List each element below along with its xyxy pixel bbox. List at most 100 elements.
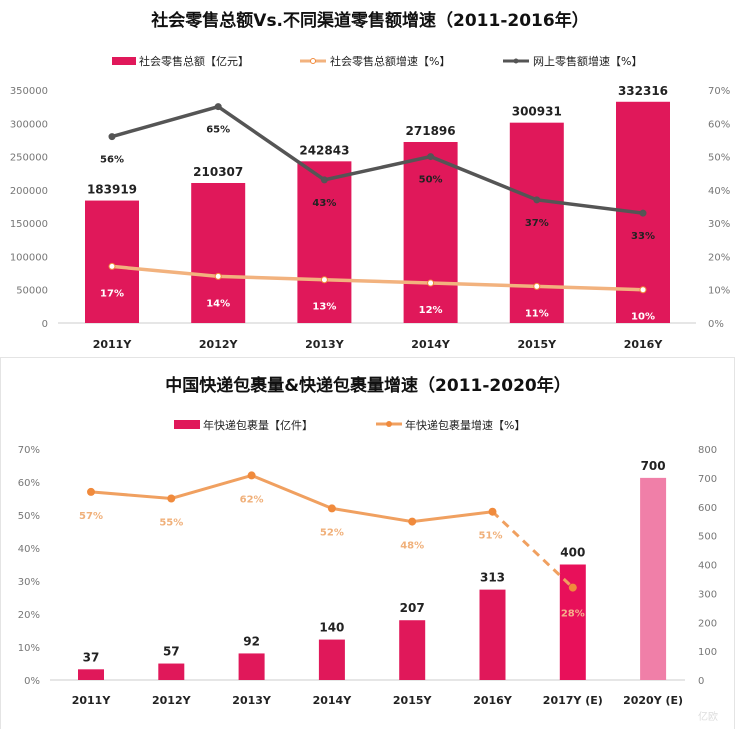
y-right-tick: 400 — [698, 561, 717, 572]
chart2-frame — [0, 357, 735, 729]
bar — [238, 653, 265, 680]
y-right-tick: 0% — [708, 319, 724, 330]
line-point — [320, 176, 328, 184]
bar — [158, 663, 185, 680]
y-left-tick: 250000 — [10, 153, 48, 164]
line-point — [167, 494, 176, 503]
legend-swatch-bar — [174, 420, 200, 429]
y-right-tick: 500 — [698, 532, 717, 543]
y-right-tick: 60% — [708, 119, 730, 130]
line-point — [427, 153, 435, 161]
bar-value-label: 400 — [560, 546, 585, 560]
y-left-tick: 200000 — [10, 186, 48, 197]
bar-value-label: 313 — [480, 571, 505, 585]
chart1-title: 社会零售总额Vs.不同渠道零售额增速（2011-2016年） — [150, 10, 588, 31]
y-right-tick: 700 — [698, 474, 717, 485]
y-left-tick: 0% — [24, 676, 40, 687]
line-point — [87, 487, 95, 496]
y-right-tick: 0 — [698, 676, 704, 687]
y-left-tick: 50% — [18, 511, 40, 522]
legend-marker — [513, 58, 519, 64]
bar-value-label: 700 — [641, 459, 666, 473]
bar-value-label: 271896 — [406, 124, 456, 138]
line-value-label: 55% — [159, 518, 183, 529]
bar — [399, 620, 426, 680]
legend-label: 网上零售额增速【%】 — [533, 54, 642, 68]
legend-marker — [310, 58, 316, 64]
x-tick: 2020Y (E) — [623, 694, 683, 707]
legend-swatch-bar — [112, 57, 136, 65]
line-point — [488, 507, 497, 516]
line-value-label: 62% — [240, 494, 264, 505]
legend-marker — [386, 421, 392, 427]
y-left-tick: 10% — [18, 643, 40, 654]
line-point — [108, 262, 116, 270]
y-left-tick: 350000 — [10, 86, 48, 97]
y-left-tick: 0 — [42, 319, 48, 330]
line-point — [320, 276, 328, 284]
x-tick: 2013Y — [305, 338, 345, 351]
x-tick: 2015Y — [393, 694, 433, 707]
y-right-tick: 100 — [698, 647, 717, 658]
y-left-tick: 100000 — [10, 252, 48, 263]
line-point — [639, 286, 647, 294]
x-tick: 2011Y — [93, 338, 133, 351]
bar-value-label: 210307 — [193, 165, 243, 179]
x-tick: 2014Y — [411, 338, 451, 351]
y-right-tick: 800 — [698, 445, 717, 456]
y-right-tick: 300 — [698, 589, 717, 600]
y-right-tick: 200 — [698, 618, 717, 629]
line-value-label: 57% — [79, 511, 103, 522]
line-value-label: 11% — [525, 308, 549, 319]
x-tick: 2017Y (E) — [543, 694, 603, 707]
bar — [85, 200, 139, 323]
series-line — [111, 264, 644, 292]
line-value-label: 10% — [631, 312, 655, 323]
x-tick: 2013Y — [232, 694, 272, 707]
line-value-label: 48% — [400, 541, 424, 552]
bar — [559, 564, 586, 680]
line-value-label: 12% — [419, 305, 443, 316]
bar-value-label: 140 — [319, 621, 344, 635]
bar-value-label: 37 — [83, 650, 100, 664]
bar — [191, 182, 246, 323]
line-value-label: 43% — [312, 198, 336, 209]
x-tick: 2016Y — [473, 694, 513, 707]
y-left-tick: 40% — [18, 544, 40, 555]
x-tick: 2011Y — [72, 694, 112, 707]
line-value-label: 17% — [100, 288, 124, 299]
y-left-tick: 20% — [18, 610, 40, 621]
line-point — [533, 282, 541, 290]
bar — [479, 589, 506, 680]
line-value-label: 56% — [100, 155, 124, 166]
y-left-tick: 50000 — [16, 286, 48, 297]
legend-label: 年快递包裹量【亿件】 — [203, 418, 313, 432]
bar-value-label: 92 — [243, 634, 260, 648]
line-point — [108, 133, 116, 141]
line-point — [214, 272, 222, 280]
series-line-dashed — [491, 510, 574, 589]
line-value-label: 37% — [525, 218, 549, 229]
line-point — [247, 471, 256, 480]
bar-value-label: 300931 — [512, 105, 562, 119]
bar — [403, 141, 458, 323]
y-right-tick: 10% — [708, 286, 730, 297]
bar-value-label: 183919 — [87, 183, 137, 197]
line-point — [533, 196, 541, 204]
bar-value-label: 207 — [400, 601, 425, 615]
y-right-tick: 30% — [708, 219, 730, 230]
y-right-tick: 70% — [708, 86, 730, 97]
y-right-tick: 50% — [708, 153, 730, 164]
x-tick: 2012Y — [152, 694, 192, 707]
line-point — [408, 517, 417, 526]
line-value-label: 14% — [206, 298, 230, 309]
y-left-tick: 70% — [18, 445, 40, 456]
line-point — [214, 103, 222, 111]
line-point — [568, 583, 577, 592]
line-point — [427, 279, 435, 287]
x-tick: 2014Y — [313, 694, 353, 707]
line-point — [327, 504, 336, 513]
legend-label: 社会零售总额【亿元】 — [139, 54, 249, 68]
bar — [318, 639, 345, 680]
